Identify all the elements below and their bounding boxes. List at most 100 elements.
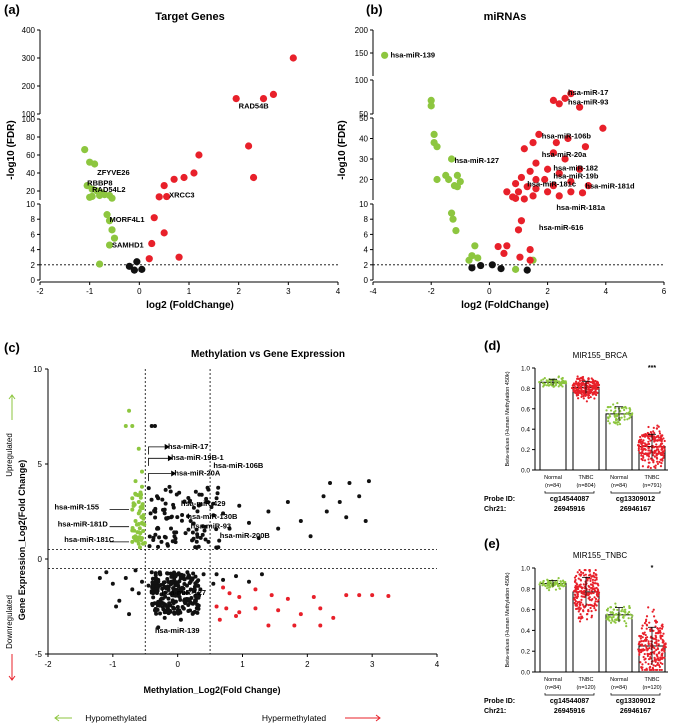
c-point-label: hsa-miR-130B xyxy=(187,512,238,521)
d-dot xyxy=(614,407,617,410)
d-dot xyxy=(656,448,659,451)
d-dot xyxy=(649,466,652,470)
e-dot xyxy=(576,602,579,605)
d-dot xyxy=(639,441,642,444)
d-dot xyxy=(652,426,655,429)
d-dot xyxy=(543,377,546,380)
d-dot xyxy=(625,407,628,410)
d-dot xyxy=(563,381,566,384)
a-point-red xyxy=(145,255,153,263)
c-point-black xyxy=(214,496,219,501)
c-point-black-cluster xyxy=(196,591,201,596)
c-point-black-cluster xyxy=(153,573,158,578)
d-dot xyxy=(554,384,557,387)
e-dot xyxy=(651,666,654,670)
e-dot xyxy=(576,571,579,574)
d-dot xyxy=(653,455,656,458)
c-point-red xyxy=(318,606,323,611)
d-dot xyxy=(582,397,585,400)
d-dot xyxy=(614,418,618,421)
d-dot xyxy=(663,447,666,450)
c-point-black-cluster xyxy=(190,601,195,606)
b-point-red xyxy=(567,90,575,98)
e-dot xyxy=(649,657,652,660)
e-dot xyxy=(647,642,650,645)
d-dot xyxy=(643,447,646,450)
c-point-black xyxy=(347,481,352,485)
b-xtick-label: 6 xyxy=(662,287,667,296)
c-point-black-cluster xyxy=(195,534,200,539)
hypermethylated-label: Hypermethylated xyxy=(262,713,327,723)
d-dot xyxy=(623,413,626,416)
c-point-red xyxy=(214,604,219,609)
b-point-green xyxy=(433,175,441,184)
d-dot xyxy=(616,401,619,405)
e-dot xyxy=(573,596,576,599)
e-dot xyxy=(606,616,609,619)
e-dot xyxy=(588,588,591,591)
c-point-red xyxy=(227,591,232,596)
b-point-red xyxy=(567,188,575,196)
d-dot xyxy=(657,434,660,437)
c-point-black-cluster xyxy=(165,571,170,576)
c-point-black-cluster xyxy=(190,530,195,535)
c-point-black xyxy=(140,579,145,584)
e-dot xyxy=(653,646,656,650)
b-point-label: hsa-miR-93 xyxy=(568,97,608,106)
e-dot xyxy=(573,590,576,593)
a-point-green xyxy=(105,241,114,249)
e-dot xyxy=(647,606,650,609)
c-point-black-cluster xyxy=(164,604,169,609)
e-dot xyxy=(659,637,662,640)
a-point-red xyxy=(163,192,171,201)
e-dot xyxy=(646,649,649,652)
e-dot xyxy=(573,576,577,579)
d-dot xyxy=(587,391,591,394)
e-dot xyxy=(608,619,611,622)
b-xtick-label: 4 xyxy=(604,287,609,296)
e-dot xyxy=(611,611,615,615)
e-dot xyxy=(660,654,664,657)
c-point-label: hsa-miR-155 xyxy=(54,503,99,512)
d-dot xyxy=(590,377,593,380)
c-point-red xyxy=(298,612,303,617)
c-point-green-cluster xyxy=(137,545,142,550)
e-dot xyxy=(556,584,560,587)
panel-e-chart: 0.0 0.2 0.4 0.6 0.8 1.0 Beta-values (Human Met… xyxy=(484,565,668,715)
a-point-red xyxy=(148,239,156,248)
d-dot xyxy=(637,449,640,452)
a-ytick-label: 80 xyxy=(26,133,35,142)
d-dot xyxy=(647,446,650,450)
d-dot xyxy=(649,439,652,442)
d-dot xyxy=(587,396,590,400)
d-dot xyxy=(660,438,664,441)
e-dot xyxy=(606,613,609,616)
c-point-black-cluster xyxy=(169,582,174,587)
d-dot xyxy=(574,382,578,385)
e-dot xyxy=(626,612,629,615)
e-dot xyxy=(623,608,627,611)
c-point-black xyxy=(363,519,368,523)
e-dot xyxy=(578,568,581,572)
a-ytick-label: 60 xyxy=(26,151,35,160)
b-point-green xyxy=(447,155,456,163)
a-xtick-label: 3 xyxy=(286,287,291,296)
d-category-label: Normal xyxy=(544,475,562,481)
b-ytick-label: 20 xyxy=(359,176,368,185)
e-dot xyxy=(577,577,580,580)
b-ytick-label: 200 xyxy=(355,26,369,35)
d-dot xyxy=(572,384,575,387)
d-dot xyxy=(659,436,662,439)
b-point-label: hsa-miR-106b xyxy=(542,132,592,141)
e-dot xyxy=(649,665,652,668)
c-point-black xyxy=(162,615,167,620)
b-point-red xyxy=(526,246,534,254)
b-point-green xyxy=(449,215,457,223)
d-dot xyxy=(642,433,646,436)
d-dot xyxy=(649,451,652,454)
e-dot xyxy=(641,636,644,639)
b-point-red xyxy=(526,256,534,264)
c-point-black-cluster xyxy=(156,544,161,549)
